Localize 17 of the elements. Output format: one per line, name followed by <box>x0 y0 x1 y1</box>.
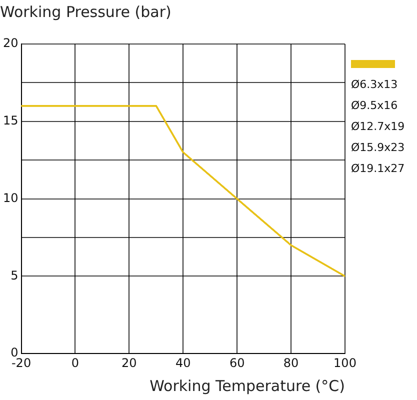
chart-title: Working Pressure (bar) <box>0 2 172 21</box>
y-tick-label: 20 <box>2 36 18 50</box>
text: Ø12.7x19 <box>351 119 406 135</box>
y-tick-label: 5 <box>10 268 18 282</box>
y-tick-label: 10 <box>2 190 18 205</box>
legend-label: Ø6.3x13 <box>351 77 399 93</box>
x-tick-label: 0 <box>71 356 80 370</box>
x-tick-label: 100 <box>334 356 356 370</box>
text: Ø15.9x23 <box>351 140 406 156</box>
x-tick-label: 40 <box>175 356 191 370</box>
text: Ø19.1x27 <box>351 161 406 177</box>
x-tick-label: 60 <box>229 356 245 370</box>
y-tick-label: 15 <box>2 114 18 128</box>
x-tick-label: 20 <box>122 356 137 370</box>
x-axis-title: Working Temperature (°C) <box>150 376 345 395</box>
x-tick-label: 80 <box>283 356 299 370</box>
text: Ø9.5x16 <box>351 98 399 114</box>
